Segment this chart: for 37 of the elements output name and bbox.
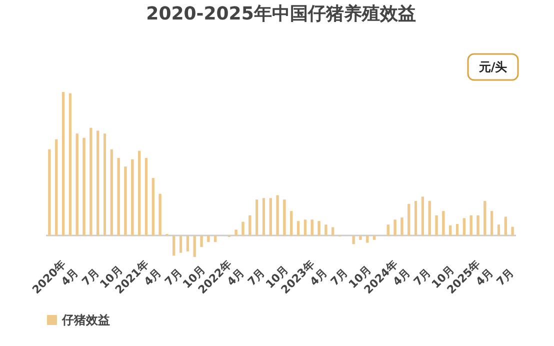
bar [442,211,445,236]
bar [324,224,328,236]
bar [470,215,472,236]
chart-title: 2020-2025年中国仔猪养殖效益 [146,3,416,24]
bar [214,235,217,242]
bar [359,235,362,240]
legend-label: 仔猪效益 [61,313,110,327]
bar [180,235,182,253]
bar [497,224,500,236]
bar [290,211,293,236]
bar [352,235,355,244]
bar [366,235,369,243]
bar [490,211,494,236]
bar [310,220,314,236]
bar [435,215,438,236]
bar [394,220,396,236]
bar [172,235,176,256]
bar [304,220,306,236]
bar [476,215,480,236]
bar [186,235,189,252]
bar [400,218,404,236]
bar [207,235,210,242]
bar [511,226,514,236]
bar [318,221,320,236]
bar [373,235,376,240]
bar [332,227,334,236]
bar [462,218,466,236]
bar [386,224,390,236]
bar [242,222,244,236]
bar [200,235,203,247]
bar [449,225,452,236]
bar [504,216,507,236]
bar [234,230,238,236]
x-tick-label: 7月 [494,266,516,288]
text: 元/头 [478,60,508,74]
bar [297,221,300,236]
bar [248,215,252,236]
